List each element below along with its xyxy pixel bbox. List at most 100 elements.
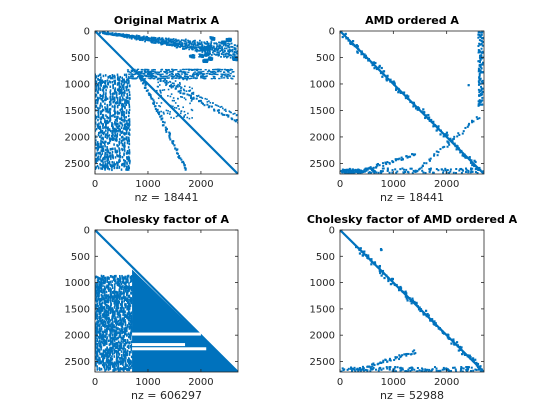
nonzero-mark: [479, 168, 482, 171]
nonzero-mark: [97, 118, 99, 122]
nonzero-mark: [117, 281, 120, 285]
nonzero-mark: [201, 73, 205, 75]
nonzero-mark: [420, 110, 423, 113]
nonzero-mark: [140, 79, 143, 82]
nonzero-mark: [128, 124, 130, 127]
nonzero-mark: [397, 286, 400, 289]
nonzero-mark: [176, 74, 179, 77]
nonzero-mark: [144, 37, 146, 40]
nonzero-mark: [119, 85, 122, 89]
nonzero-mark: [111, 121, 113, 125]
nonzero-mark: [196, 73, 199, 76]
nonzero-mark: [227, 38, 230, 40]
nonzero-mark: [460, 368, 463, 371]
nonzero-mark: [351, 367, 354, 370]
nonzero-mark: [104, 285, 106, 289]
nonzero-mark: [457, 132, 460, 135]
nonzero-mark: [114, 156, 117, 159]
nonzero-mark: [235, 51, 238, 54]
nonzero-mark: [341, 170, 344, 173]
nonzero-mark: [394, 366, 397, 369]
nonzero-mark: [141, 37, 143, 40]
nonzero-mark: [167, 88, 170, 91]
nonzero-mark: [95, 331, 98, 334]
nonzero-mark: [192, 57, 195, 59]
nonzero-mark: [100, 84, 102, 87]
nonzero-mark: [119, 117, 121, 120]
nonzero-mark: [224, 40, 227, 43]
nonzero-mark: [118, 301, 121, 304]
nonzero-mark: [410, 302, 413, 305]
nonzero-mark: [100, 279, 103, 283]
nonzero-mark: [113, 317, 116, 320]
nonzero-mark: [105, 290, 108, 294]
nonzero-mark: [195, 95, 198, 97]
nonzero-mark: [117, 278, 119, 282]
nonzero-mark: [188, 86, 191, 89]
nonzero-mark: [98, 362, 100, 365]
nonzero-mark: [236, 52, 238, 55]
nonzero-mark: [354, 370, 357, 372]
diagonal-line: [95, 230, 238, 372]
nonzero-mark: [233, 44, 236, 47]
nonzero-mark: [340, 370, 343, 372]
nonzero-mark: [96, 338, 99, 341]
nonzero-mark: [174, 44, 177, 47]
nonzero-mark: [122, 310, 125, 313]
nonzero-mark: [109, 111, 112, 115]
nonzero-mark: [119, 128, 122, 132]
nonzero-mark: [471, 167, 474, 170]
nonzero-mark: [181, 45, 184, 48]
nonzero-mark: [128, 353, 131, 356]
nonzero-mark: [150, 39, 153, 42]
nonzero-mark: [102, 157, 105, 161]
nonzero-mark: [110, 322, 112, 325]
nonzero-mark: [397, 90, 401, 93]
nonzero-mark: [124, 297, 126, 300]
nonzero-mark: [99, 135, 101, 138]
nonzero-mark: [170, 73, 173, 75]
nonzero-mark: [108, 306, 111, 309]
nonzero-mark: [447, 336, 450, 340]
nonzero-mark: [98, 344, 101, 347]
nonzero-mark: [376, 363, 379, 366]
nonzero-mark: [469, 171, 472, 174]
nonzero-mark: [105, 294, 108, 297]
nonzero-mark: [126, 298, 128, 302]
nonzero-mark: [121, 84, 124, 88]
nonzero-mark: [190, 108, 193, 111]
nonzero-mark: [130, 330, 132, 333]
nonzero-mark: [132, 69, 135, 71]
nonzero-mark: [206, 71, 210, 73]
nonzero-mark: [172, 75, 175, 78]
nonzero-mark: [194, 73, 197, 75]
nonzero-mark: [171, 38, 174, 41]
nonzero-mark: [424, 313, 428, 316]
nonzero-mark: [175, 107, 178, 109]
nonzero-mark: [112, 128, 115, 131]
nonzero-mark: [204, 52, 207, 54]
nonzero-mark: [216, 73, 219, 76]
nonzero-mark: [128, 155, 130, 159]
nonzero-mark: [95, 146, 98, 150]
nonzero-mark: [103, 306, 106, 309]
nonzero-mark: [477, 368, 480, 371]
nonzero-mark: [463, 352, 466, 355]
nonzero-mark: [119, 346, 122, 350]
nonzero-mark: [190, 68, 194, 71]
nonzero-mark: [208, 56, 211, 58]
nonzero-mark: [128, 346, 130, 350]
nonzero-mark: [102, 279, 105, 282]
nonzero-mark: [99, 125, 102, 128]
nonzero-mark: [214, 48, 216, 50]
nonzero-mark: [128, 157, 131, 160]
nonzero-mark: [95, 288, 97, 292]
nonzero-mark: [124, 289, 127, 293]
nonzero-mark: [105, 368, 108, 371]
nonzero-mark: [184, 98, 187, 101]
nonzero-mark: [477, 88, 480, 91]
nonzero-mark: [419, 309, 422, 313]
nonzero-mark: [177, 83, 179, 86]
nonzero-mark: [437, 169, 440, 172]
nonzero-mark: [98, 301, 101, 305]
